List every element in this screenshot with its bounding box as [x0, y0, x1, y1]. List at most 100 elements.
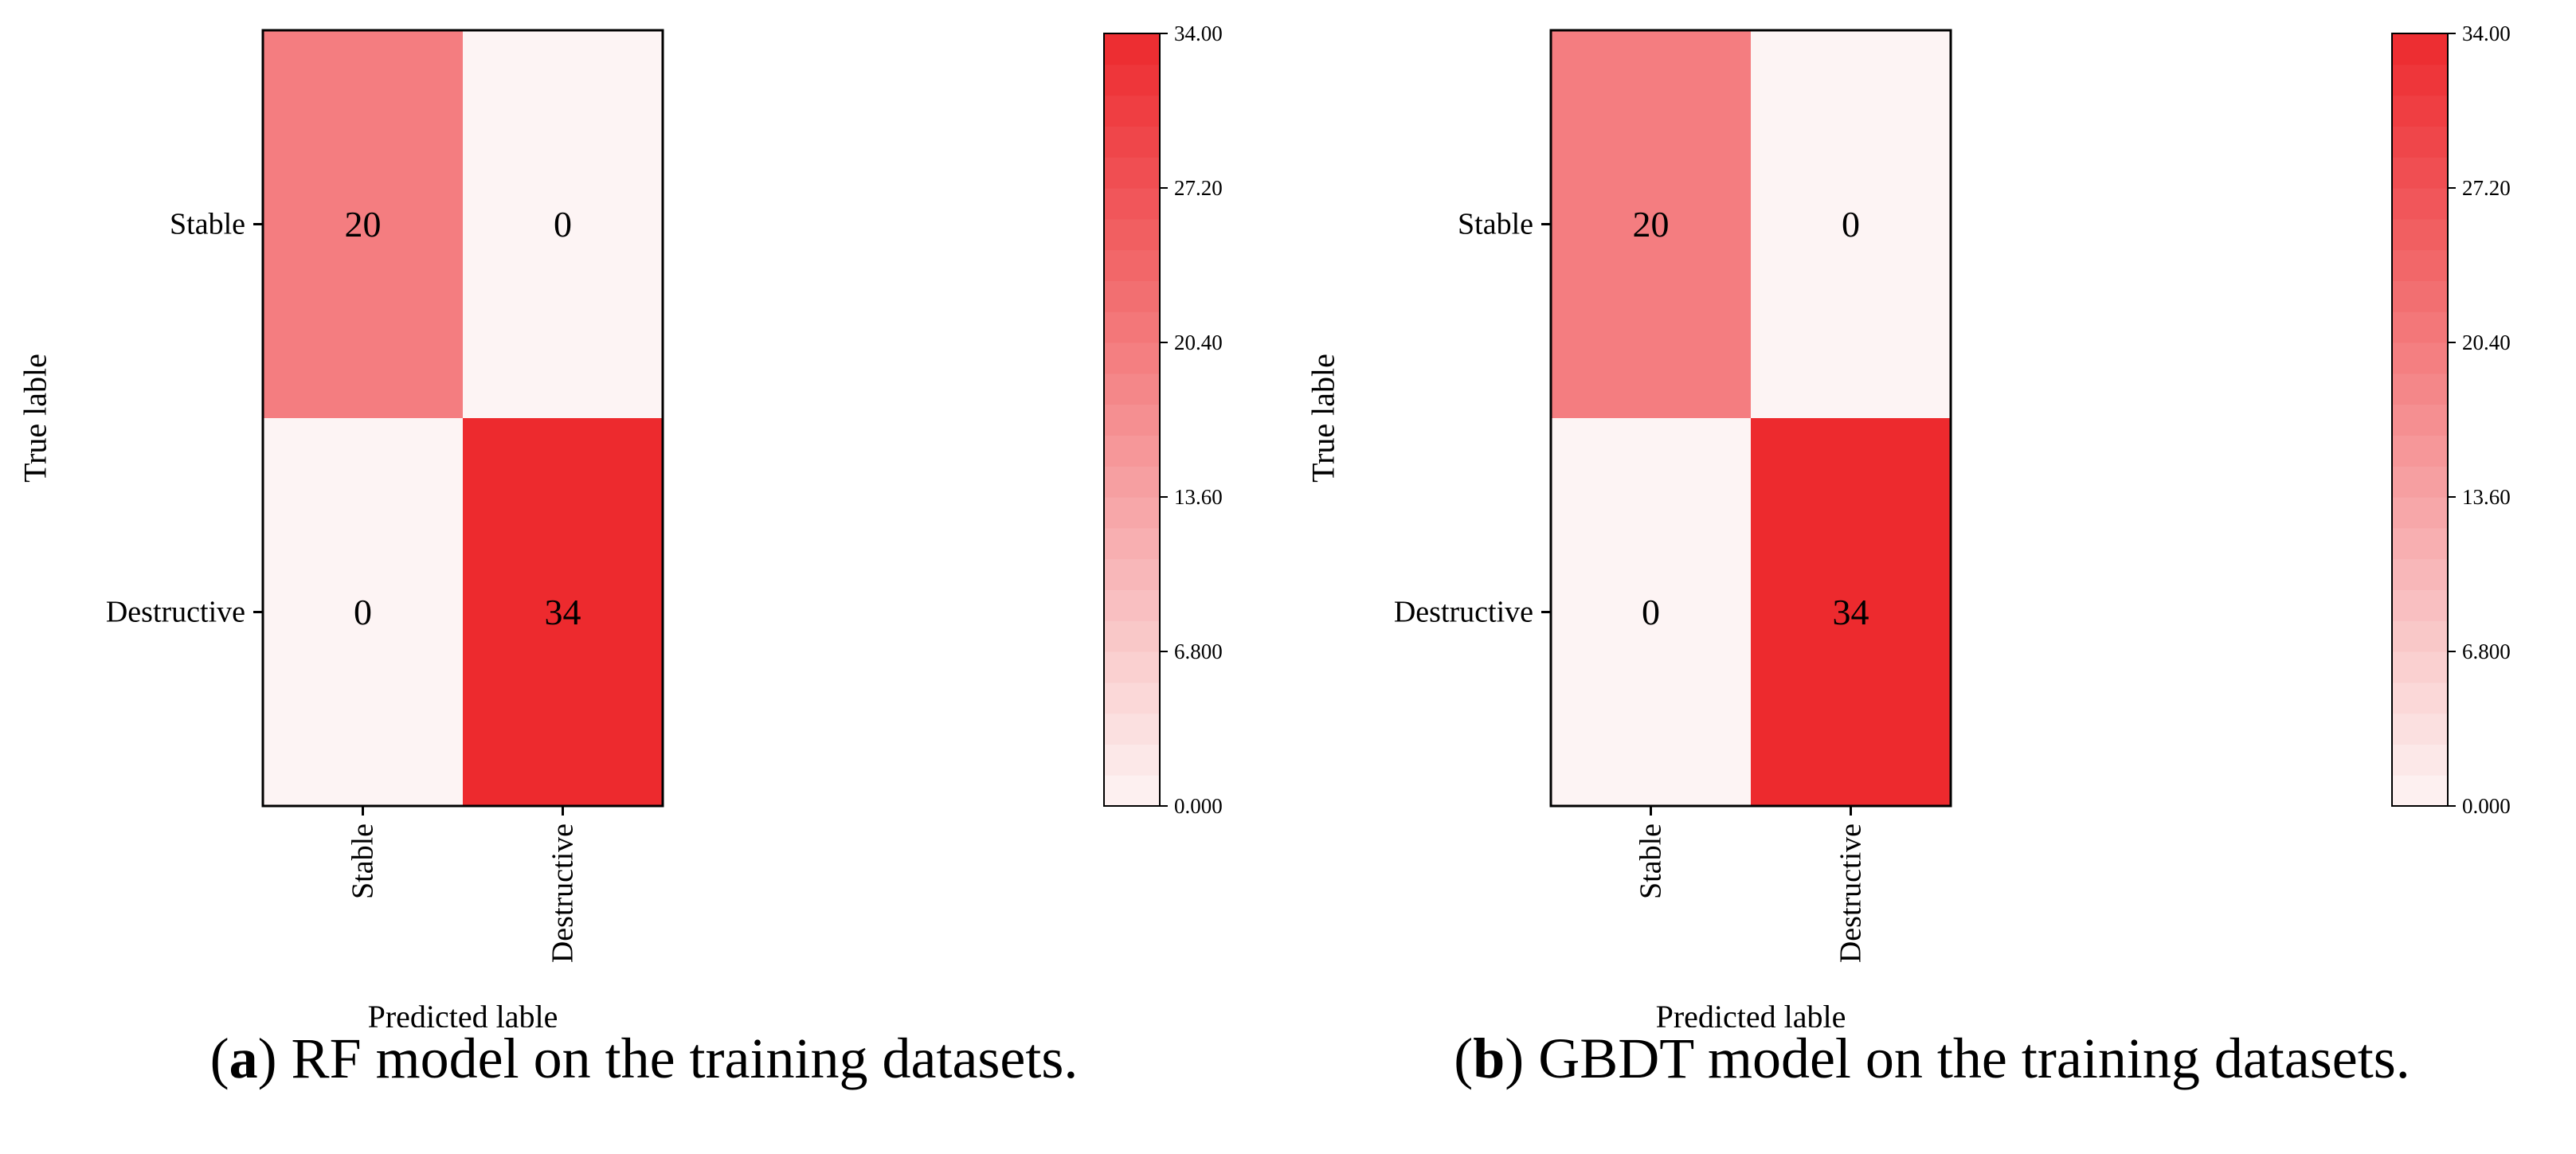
- colorbar-band: [1104, 435, 1160, 467]
- colorbar-band: [1104, 713, 1160, 745]
- heatmap-cell: [263, 418, 463, 806]
- cell-value-label: 20: [1633, 204, 1670, 244]
- confusion-matrix-chart-rf: 20 0 0 34 Stable Destructive Stable Destructive…: [18, 22, 1223, 1027]
- y-tick-label: Destructive: [1394, 596, 1533, 629]
- colorbar-tick-label: 34.00: [1174, 22, 1223, 45]
- heatmap-cell: [1551, 418, 1751, 806]
- colorbar-band: [1104, 466, 1160, 498]
- colorbar-band: [1104, 126, 1160, 158]
- colorbar-band: [2392, 342, 2448, 374]
- colorbar-tick-label: 0.000: [2462, 794, 2511, 818]
- colorbar-band: [2392, 157, 2448, 189]
- heatmap-cell: [463, 418, 663, 806]
- colorbar-tick-label: 20.40: [1174, 331, 1223, 354]
- heatmap-cell: [263, 30, 463, 418]
- cell-value-label: 0: [1642, 592, 1660, 632]
- colorbar-band: [2392, 775, 2448, 807]
- heatmap-cell: [1751, 418, 1951, 806]
- colorbar-band: [2392, 527, 2448, 560]
- colorbar-band: [1104, 33, 1160, 65]
- colorbar-band: [1104, 589, 1160, 621]
- colorbar-band: [2392, 311, 2448, 343]
- colorbar-band: [1104, 188, 1160, 220]
- colorbar-band: [2392, 404, 2448, 436]
- colorbar-band: [1104, 95, 1160, 127]
- cell-value-label: 0: [354, 592, 372, 632]
- y-axis-label: True lable: [1306, 354, 1341, 483]
- x-tick-label: Stable: [1634, 823, 1668, 899]
- colorbar-band: [2392, 64, 2448, 96]
- x-tick-label: Stable: [346, 823, 380, 899]
- colorbar-band: [2392, 280, 2448, 312]
- cell-value-label: 20: [345, 204, 382, 244]
- colorbar-tick-label: 13.60: [1174, 485, 1223, 509]
- confusion-matrix-panel-gbdt: 20 0 0 34 Stable Destructive Stable Destructive…: [1288, 0, 2576, 1154]
- cell-value-label: 34: [545, 592, 581, 632]
- colorbar-frame: [2391, 33, 2449, 807]
- heatmap-cell: [1751, 30, 1951, 418]
- cell-value-label: 34: [1833, 592, 1869, 632]
- colorbar-band: [1104, 342, 1160, 374]
- colorbar-tick-label: 27.20: [2462, 176, 2511, 200]
- confusion-matrix-panel-rf: 20 0 0 34 Stable Destructive Stable Destructive…: [18, 22, 1223, 1090]
- colorbar-band: [2392, 435, 2448, 467]
- colorbar-band: [1104, 280, 1160, 312]
- heatmap-cells: [1551, 30, 1951, 806]
- colorbar-band: [2392, 744, 2448, 776]
- caption-letter: a: [229, 1027, 258, 1090]
- y-axis-label: True lable: [18, 354, 53, 483]
- colorbar-band: [1104, 651, 1160, 683]
- colorbar-band: [2392, 558, 2448, 590]
- x-axis-label: Predicted lable: [1656, 999, 1846, 1027]
- cell-value-label: 0: [554, 204, 572, 244]
- colorbar-band: [2392, 126, 2448, 158]
- colorbar-band: [1104, 620, 1160, 652]
- heatmap-cell: [1551, 30, 1751, 418]
- colorbar-band: [2392, 620, 2448, 652]
- cell-value-label: 0: [1842, 204, 1860, 244]
- heatmap-cells: [263, 30, 663, 806]
- colorbar-tick-label: 0.000: [1174, 794, 1223, 818]
- colorbar-band: [2392, 188, 2448, 220]
- caption-text: RF model on the training datasets.: [276, 1027, 1079, 1090]
- colorbar-band: [1104, 527, 1160, 560]
- figure-caption-gbdt: (b) GBDT model on the training datasets.: [1454, 1027, 2410, 1090]
- colorbar-tick-label: 6.800: [1174, 640, 1223, 663]
- y-tick-label: Stable: [1458, 208, 1533, 241]
- y-tick-label: Destructive: [106, 596, 245, 629]
- colorbar-band: [1104, 404, 1160, 436]
- colorbar-band: [2392, 682, 2448, 714]
- colorbar-band: [1104, 744, 1160, 776]
- colorbar-band: [1104, 373, 1160, 405]
- colorbar-band: [1104, 64, 1160, 96]
- caption-letter: b: [1473, 1027, 1505, 1090]
- colorbar-tick-label: 13.60: [2462, 485, 2511, 509]
- colorbar-band: [1104, 249, 1160, 281]
- x-tick-label: Destructive: [1834, 823, 1868, 963]
- colorbar-band: [2392, 95, 2448, 127]
- colorbar-band: [1104, 682, 1160, 714]
- colorbar: [2392, 33, 2448, 807]
- colorbar-band: [2392, 713, 2448, 745]
- plot-frame: [261, 29, 664, 808]
- colorbar-tick-label: 20.40: [2462, 331, 2511, 354]
- colorbar-band: [2392, 466, 2448, 498]
- colorbar-band: [1104, 218, 1160, 251]
- colorbar-band: [2392, 33, 2448, 65]
- y-tick-label: Stable: [170, 208, 245, 241]
- confusion-matrix-chart-gbdt: 20 0 0 34 Stable Destructive Stable Destructive…: [1306, 22, 2511, 1027]
- colorbar-band: [2392, 249, 2448, 281]
- colorbar-band: [1104, 157, 1160, 189]
- figure-caption-rf: (a) RF model on the training datasets.: [209, 1027, 1079, 1090]
- colorbar-tick-label: 34.00: [2462, 22, 2511, 45]
- caption-text: GBDT model on the training datasets.: [1524, 1027, 2410, 1090]
- colorbar-tick-label: 6.800: [2462, 640, 2511, 663]
- colorbar-band: [2392, 651, 2448, 683]
- heatmap-cell: [463, 30, 663, 418]
- colorbar: [1104, 33, 1160, 807]
- colorbar-band: [1104, 311, 1160, 343]
- colorbar-band: [1104, 558, 1160, 590]
- plot-frame: [1549, 29, 1952, 808]
- colorbar-band: [2392, 373, 2448, 405]
- colorbar-band: [1104, 775, 1160, 807]
